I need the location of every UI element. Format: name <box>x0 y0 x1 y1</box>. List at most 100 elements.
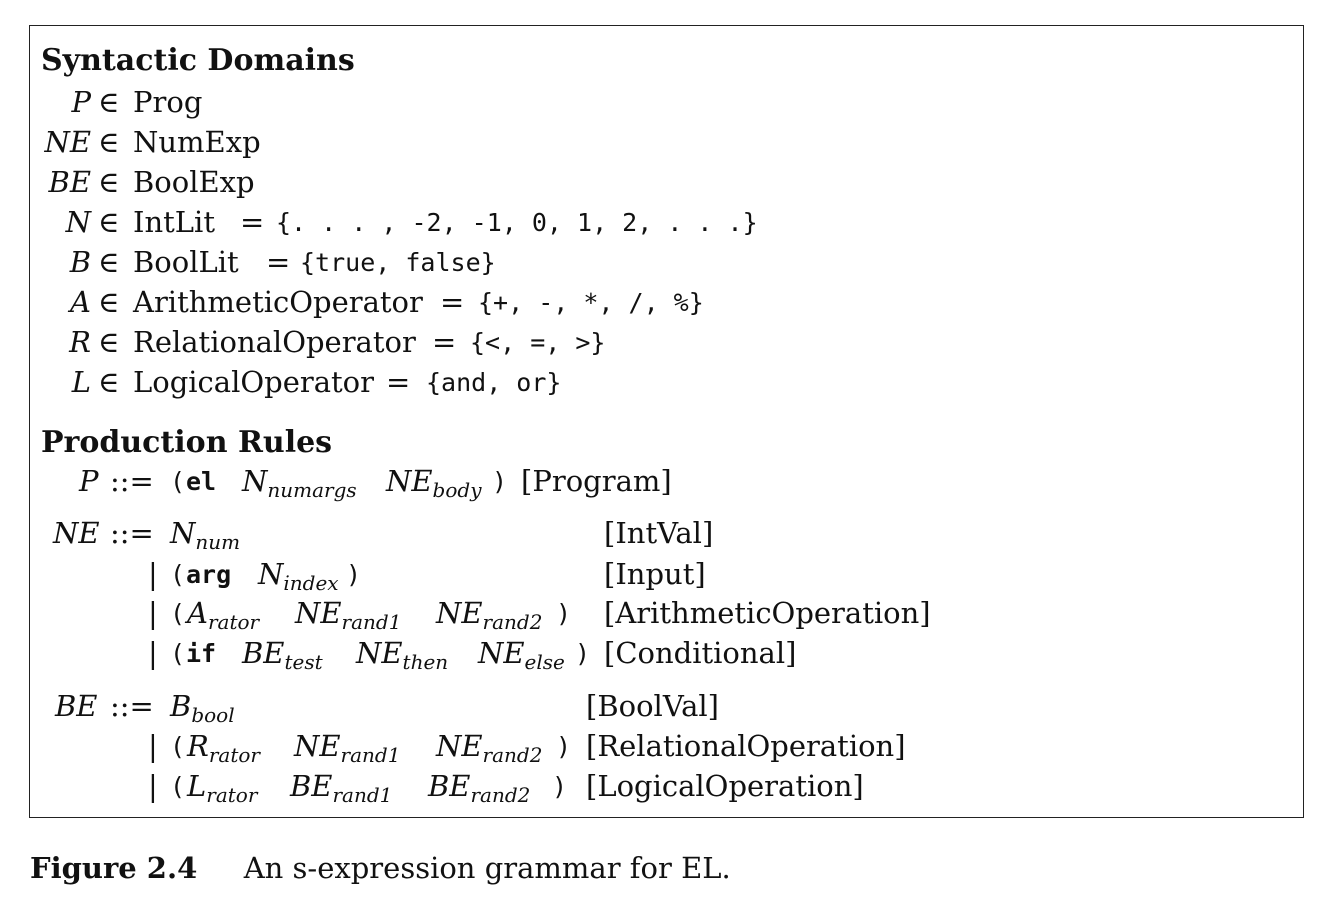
rule-tag: [BoolVal] <box>586 689 719 723</box>
rule-term: Arator <box>187 596 259 633</box>
term-var: BE <box>428 769 471 803</box>
term-var: R <box>187 729 209 763</box>
rule-term: BEtest <box>242 636 323 673</box>
domain-set: {<, =, >} <box>470 328 606 357</box>
open-paren: ( <box>170 599 186 628</box>
rule-lhs: NE <box>53 516 100 550</box>
figure-caption: Figure 2.4 An s-expression grammar for E… <box>30 854 731 883</box>
open-paren: ( <box>170 772 186 801</box>
rule-lhs: BE <box>55 689 98 723</box>
rule-tag: [ArithmeticOperation] <box>604 596 931 630</box>
alternative-bar: | <box>148 769 158 803</box>
element-of-symbol: ∈ <box>98 245 120 279</box>
open-paren: ( <box>170 467 186 496</box>
term-var: NE <box>478 636 525 670</box>
domain-name: RelationalOperator <box>133 325 416 359</box>
domain-var: L <box>71 365 91 399</box>
term-var: NE <box>436 596 483 630</box>
rule-term: NEthen <box>356 636 448 673</box>
term-sub: rand1 <box>332 783 393 807</box>
equals-symbol: = <box>240 205 265 239</box>
rule-tag: [IntVal] <box>604 516 714 550</box>
define-symbol: ::= <box>110 689 154 723</box>
alternative-bar: | <box>148 729 158 763</box>
rule-term: Nnum <box>170 519 240 553</box>
domain-name: BoolLit <box>133 245 239 279</box>
term-var: BE <box>290 769 333 803</box>
term-var: NE <box>295 596 342 630</box>
rule-tag: [RelationalOperation] <box>586 729 906 763</box>
close-paren: ) <box>556 599 572 628</box>
element-of-symbol: ∈ <box>98 365 120 399</box>
rule-term: NEbody <box>386 464 482 501</box>
element-of-symbol: ∈ <box>98 165 120 199</box>
rule-term: BErand1 <box>290 769 392 806</box>
open-paren: ( <box>170 639 186 668</box>
term-var: NE <box>356 636 403 670</box>
alternative-bar: | <box>148 636 158 670</box>
rule-term: Rrator <box>187 729 260 766</box>
domain-name: LogicalOperator <box>133 365 374 399</box>
term-var: L <box>187 769 207 803</box>
term-sub: rator <box>208 743 260 767</box>
domain-var: A <box>70 285 91 319</box>
define-symbol: ::= <box>110 464 154 498</box>
term-sub: rand2 <box>470 783 531 807</box>
element-of-symbol: ∈ <box>98 285 120 319</box>
term-var: NE <box>294 729 341 763</box>
term-sub: rator <box>206 783 258 807</box>
open-paren: ( <box>170 560 186 589</box>
rule-tag: [LogicalOperation] <box>586 769 864 803</box>
rule-term: Nnumargs <box>242 464 357 501</box>
domain-name: ArithmeticOperator <box>133 285 423 319</box>
term-sub: bool <box>191 703 235 727</box>
rule-term: NEelse <box>478 636 565 673</box>
term-sub: rand1 <box>341 610 402 634</box>
domain-set: {+, -, *, /, %} <box>478 288 704 317</box>
domain-name: BoolExp <box>133 165 255 199</box>
domain-name: NumExp <box>133 125 261 159</box>
rule-term: NErand1 <box>295 596 401 633</box>
domain-var: R <box>69 325 91 359</box>
equals-symbol: = <box>432 325 457 359</box>
term-var: N <box>258 557 284 591</box>
equals-symbol: = <box>440 285 465 319</box>
domain-var: B <box>69 245 91 279</box>
close-paren: ) <box>575 639 591 668</box>
domain-var: NE <box>44 125 91 159</box>
equals-symbol: = <box>266 245 291 279</box>
alternative-bar: | <box>148 596 158 630</box>
rule-term: Bbool <box>170 692 235 726</box>
rule-term: Lrator <box>187 769 257 806</box>
term-sub: test <box>284 650 323 674</box>
rule-term: NErand1 <box>294 729 400 766</box>
syntactic-domains-heading: Syntactic Domains <box>41 43 355 78</box>
element-of-symbol: ∈ <box>98 205 120 239</box>
rule-tag: [Program] <box>521 464 672 498</box>
equals-symbol: = <box>386 365 411 399</box>
term-sub: index <box>283 571 339 595</box>
term-sub: else <box>524 650 565 674</box>
term-var: NE <box>386 464 433 498</box>
term-sub: numargs <box>267 478 357 502</box>
term-var: A <box>187 596 208 630</box>
alternative-bar: | <box>148 557 158 591</box>
rule-term: BErand2 <box>428 769 530 806</box>
domain-name: Prog <box>133 85 203 119</box>
domain-set: {true, false} <box>300 248 496 277</box>
rule-tag: [Conditional] <box>604 636 797 670</box>
element-of-symbol: ∈ <box>98 325 120 359</box>
term-var: N <box>242 464 268 498</box>
term-var: BE <box>242 636 285 670</box>
close-paren: ) <box>346 560 362 589</box>
rule-tag: [Input] <box>604 557 706 591</box>
term-sub: rand1 <box>340 743 401 767</box>
rule-term: NErand2 <box>436 596 542 633</box>
close-paren: ) <box>552 772 568 801</box>
open-paren: ( <box>170 732 186 761</box>
element-of-symbol: ∈ <box>98 85 120 119</box>
element-of-symbol: ∈ <box>98 125 120 159</box>
figure-frame <box>29 25 1304 818</box>
rule-lhs: P <box>79 464 99 498</box>
keyword-el: el <box>186 467 217 496</box>
